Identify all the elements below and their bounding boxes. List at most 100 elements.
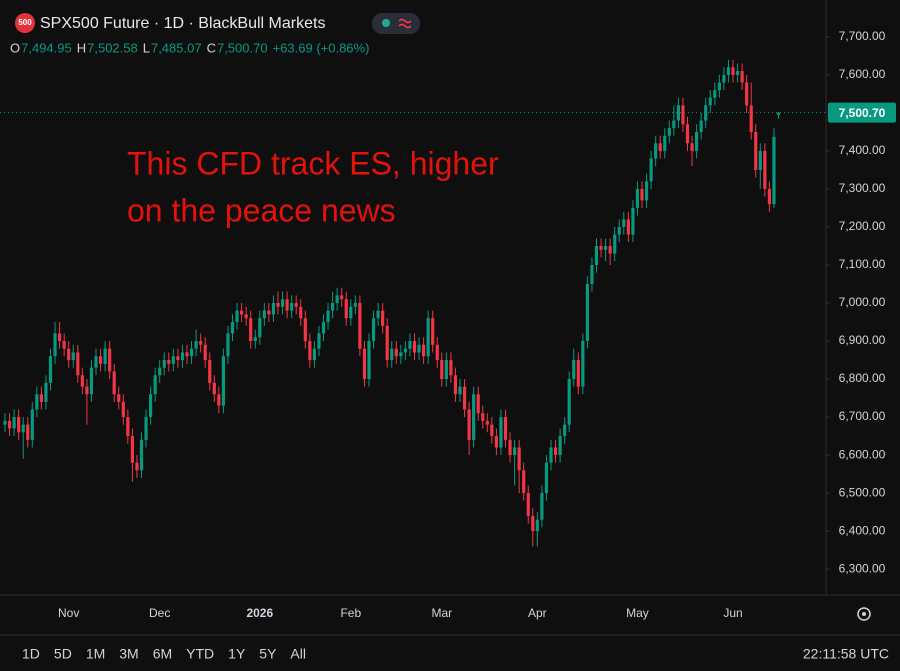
candle-body [417, 344, 421, 353]
range-button[interactable]: 5D [54, 646, 72, 662]
candle-body [258, 318, 262, 338]
candle-body [217, 394, 221, 406]
candle-body [139, 439, 144, 471]
x-tick-label: Feb [340, 606, 361, 620]
candle-body [358, 303, 362, 349]
x-tick-label: Jun [723, 606, 742, 620]
y-tick-label: 7,400.00 [839, 143, 886, 157]
candle-body [717, 82, 721, 91]
candle-body [85, 386, 89, 395]
candle-body [749, 105, 753, 132]
range-button[interactable]: YTD [186, 646, 214, 662]
symbol-title[interactable]: SPX500 Future · 1D · BlackBull Markets [40, 15, 325, 32]
candle-body [654, 143, 658, 159]
range-button[interactable]: 1D [22, 646, 40, 662]
candle-body [549, 447, 553, 463]
candle-body [476, 394, 480, 414]
candle-body [171, 356, 175, 364]
candle-body [731, 67, 735, 75]
range-button[interactable]: 1Y [228, 646, 246, 662]
candle-body [508, 439, 512, 456]
candle-body [349, 306, 353, 319]
range-button[interactable]: 3M [119, 646, 138, 662]
candle-body [167, 360, 171, 364]
candle-body [763, 150, 767, 189]
candle-body [399, 352, 403, 357]
ohlc-value: 7,502.58 [87, 40, 138, 55]
candle-body [235, 310, 239, 323]
candle-body [176, 356, 180, 361]
candle-body [371, 318, 376, 342]
candle-body [158, 367, 162, 376]
candle-body [581, 341, 585, 387]
candle-body [185, 352, 189, 357]
candle-body [572, 360, 576, 380]
last-price-label: 7,500.70 [839, 106, 886, 120]
y-tick-label: 7,600.00 [839, 67, 886, 81]
candle-body [244, 314, 248, 319]
status-pill[interactable] [372, 13, 420, 34]
candle-body [622, 219, 626, 227]
candle-body [631, 207, 635, 235]
candle-body [458, 386, 462, 395]
candle-body [667, 128, 671, 136]
x-tick-label: May [626, 606, 649, 620]
candle-body [444, 360, 448, 380]
range-button[interactable]: 5Y [259, 646, 277, 662]
candle-body [294, 303, 298, 307]
candle-body [62, 341, 66, 349]
candle-body [48, 356, 53, 383]
candle-body [67, 348, 71, 361]
range-button[interactable]: All [290, 646, 306, 662]
y-tick-label: 6,900.00 [839, 333, 886, 347]
candle-body [240, 310, 244, 315]
y-tick-label: 7,000.00 [839, 295, 886, 309]
candle-body [553, 447, 558, 456]
candle-body [385, 325, 389, 361]
candle-body [226, 333, 230, 357]
range-button[interactable]: 6M [153, 646, 172, 662]
candle-body [126, 417, 130, 437]
settings-icon[interactable] [857, 607, 871, 621]
candle-body [613, 234, 617, 254]
candle-body [262, 310, 266, 319]
ohlc-key: C [207, 40, 216, 55]
y-tick-label: 7,700.00 [839, 29, 886, 43]
candle-body [526, 493, 530, 516]
candle-body [740, 71, 744, 83]
candle-body [604, 245, 608, 250]
y-tick-label: 7,300.00 [839, 181, 886, 195]
candle-body [271, 303, 276, 315]
candle-body [135, 462, 139, 471]
candle-body [467, 409, 471, 440]
candle-body [390, 348, 394, 361]
candle-body [89, 367, 94, 395]
y-tick-label: 6,400.00 [839, 523, 886, 537]
candle-body [394, 348, 398, 357]
candle-body [353, 303, 357, 307]
candle-body [17, 417, 21, 433]
candle-body [98, 356, 103, 364]
candle-body [230, 322, 235, 334]
settings-icon-core [862, 612, 866, 616]
candle-body [212, 382, 216, 395]
candle-body [117, 394, 121, 402]
range-button[interactable]: 1M [86, 646, 105, 662]
candle-body [449, 360, 453, 376]
candle-body [199, 341, 203, 345]
candle-body [485, 420, 489, 425]
candle-body [321, 322, 326, 334]
ohlc-key: L [143, 40, 150, 55]
candle-body [513, 447, 517, 456]
candle-body [162, 360, 166, 368]
ohlc-key: H [77, 40, 86, 55]
candle-body [308, 341, 312, 361]
candle-body [776, 112, 781, 115]
candle-body [58, 333, 62, 342]
candle-body [563, 424, 567, 437]
candle-body [403, 348, 407, 353]
candle-body [663, 135, 667, 151]
candle-body [704, 105, 708, 121]
candle-body [335, 295, 339, 304]
